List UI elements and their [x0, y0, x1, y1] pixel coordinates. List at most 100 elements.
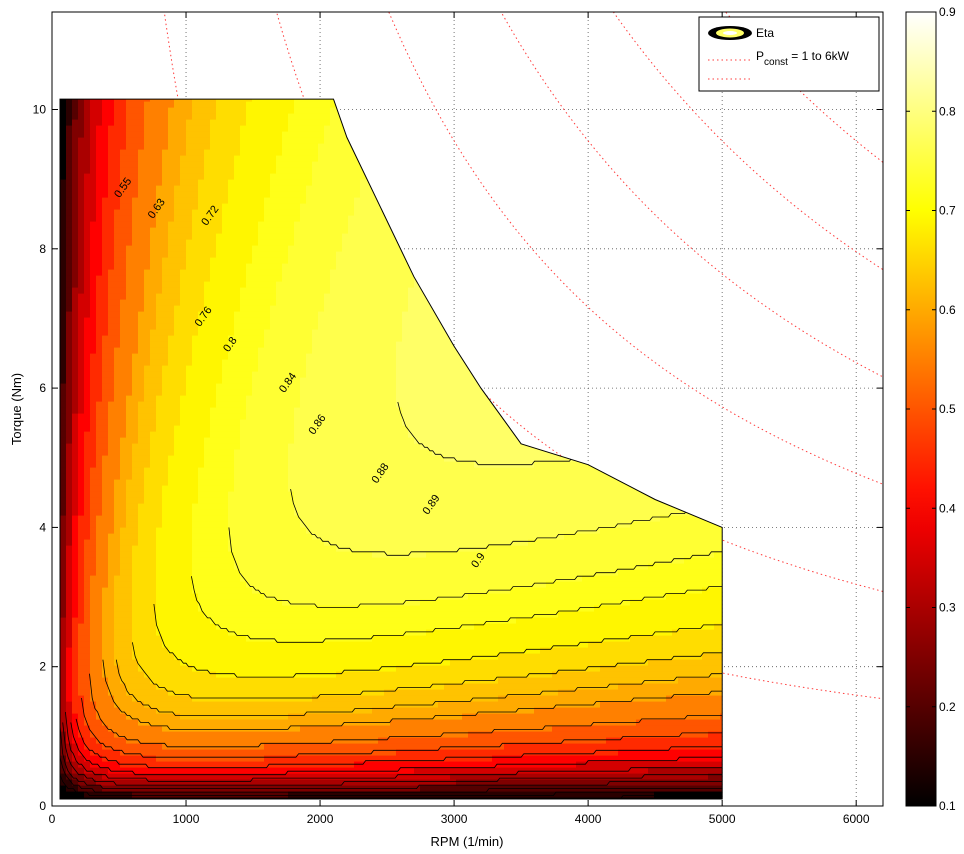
efficiency-cell [72, 281, 79, 289]
efficiency-cell [78, 191, 85, 199]
efficiency-cell [234, 587, 241, 595]
efficiency-cell [216, 557, 223, 565]
efficiency-cell [174, 311, 181, 319]
efficiency-cell [162, 713, 169, 721]
efficiency-cell [180, 695, 187, 703]
efficiency-cell [120, 413, 127, 421]
efficiency-cell [216, 281, 223, 289]
efficiency-cell [174, 761, 181, 769]
efficiency-cell [294, 269, 301, 277]
efficiency-cell [216, 695, 223, 703]
efficiency-cell [78, 755, 85, 763]
efficiency-cell [120, 209, 127, 217]
efficiency-cell [252, 581, 259, 589]
efficiency-cell [240, 209, 247, 217]
efficiency-cell [102, 605, 109, 613]
efficiency-cell [192, 545, 199, 553]
efficiency-cell [96, 467, 103, 475]
efficiency-cell [72, 587, 79, 595]
efficiency-cell [306, 635, 313, 643]
efficiency-cell [114, 503, 121, 511]
efficiency-cell [126, 629, 133, 637]
efficiency-cell [132, 221, 139, 229]
efficiency-cell [270, 143, 277, 151]
efficiency-cell [186, 647, 193, 655]
efficiency-cell [108, 167, 115, 175]
efficiency-cell [108, 99, 115, 103]
efficiency-cell [108, 293, 115, 301]
efficiency-cell [222, 107, 229, 115]
efficiency-cell [138, 467, 145, 475]
efficiency-cell [144, 797, 151, 800]
efficiency-cell [126, 779, 133, 787]
efficiency-cell [270, 509, 277, 517]
efficiency-cell [300, 605, 307, 613]
efficiency-cell [144, 467, 151, 475]
efficiency-cell [102, 707, 109, 715]
efficiency-cell [288, 575, 295, 583]
efficiency-cell [102, 563, 109, 571]
efficiency-cell [156, 263, 163, 271]
efficiency-cell [216, 245, 223, 253]
efficiency-cell [246, 275, 253, 283]
efficiency-cell [210, 677, 217, 685]
efficiency-cell [222, 545, 229, 553]
efficiency-cell [306, 671, 313, 679]
efficiency-cell [66, 245, 73, 253]
efficiency-cell [222, 473, 229, 481]
efficiency-cell [168, 167, 175, 175]
efficiency-cell [204, 329, 211, 337]
efficiency-cell [102, 191, 109, 199]
efficiency-cell [96, 647, 103, 655]
efficiency-cell [132, 581, 139, 589]
efficiency-cell [66, 485, 73, 493]
efficiency-cell [270, 461, 277, 469]
efficiency-cell [306, 641, 313, 649]
efficiency-cell [138, 509, 145, 517]
efficiency-cell [72, 653, 79, 661]
efficiency-cell [252, 791, 259, 799]
efficiency-cell [246, 155, 253, 163]
efficiency-cell [186, 347, 193, 355]
efficiency-cell [216, 503, 223, 511]
efficiency-cell [108, 329, 115, 337]
efficiency-cell [294, 203, 301, 211]
efficiency-cell [210, 293, 217, 301]
efficiency-cell [240, 203, 247, 211]
efficiency-cell [156, 311, 163, 319]
efficiency-cell [192, 581, 199, 589]
efficiency-cell [168, 437, 175, 445]
efficiency-cell [270, 503, 277, 511]
efficiency-cell [246, 605, 253, 613]
efficiency-cell [72, 707, 79, 715]
efficiency-cell [198, 773, 205, 781]
efficiency-cell [276, 665, 283, 673]
efficiency-cell [102, 383, 109, 391]
efficiency-cell [126, 311, 133, 319]
efficiency-cell [114, 467, 121, 475]
efficiency-cell [150, 671, 157, 679]
efficiency-cell [204, 377, 211, 385]
efficiency-cell [186, 425, 193, 433]
efficiency-cell [204, 203, 211, 211]
efficiency-cell [132, 515, 139, 523]
efficiency-cell [204, 101, 211, 109]
efficiency-cell [84, 263, 91, 271]
efficiency-cell [114, 329, 121, 337]
efficiency-cell [192, 593, 199, 601]
efficiency-cell [78, 725, 85, 733]
efficiency-cell [60, 347, 67, 355]
efficiency-cell [210, 425, 217, 433]
efficiency-cell [210, 233, 217, 241]
efficiency-cell [204, 527, 211, 535]
efficiency-cell [150, 257, 157, 265]
efficiency-cell [150, 557, 157, 565]
efficiency-cell [204, 233, 211, 241]
efficiency-cell [216, 641, 223, 649]
efficiency-cell [66, 143, 73, 151]
efficiency-cell [138, 767, 145, 775]
efficiency-cell [210, 263, 217, 271]
efficiency-cell [156, 461, 163, 469]
efficiency-cell [198, 407, 205, 415]
efficiency-cell [108, 389, 115, 397]
